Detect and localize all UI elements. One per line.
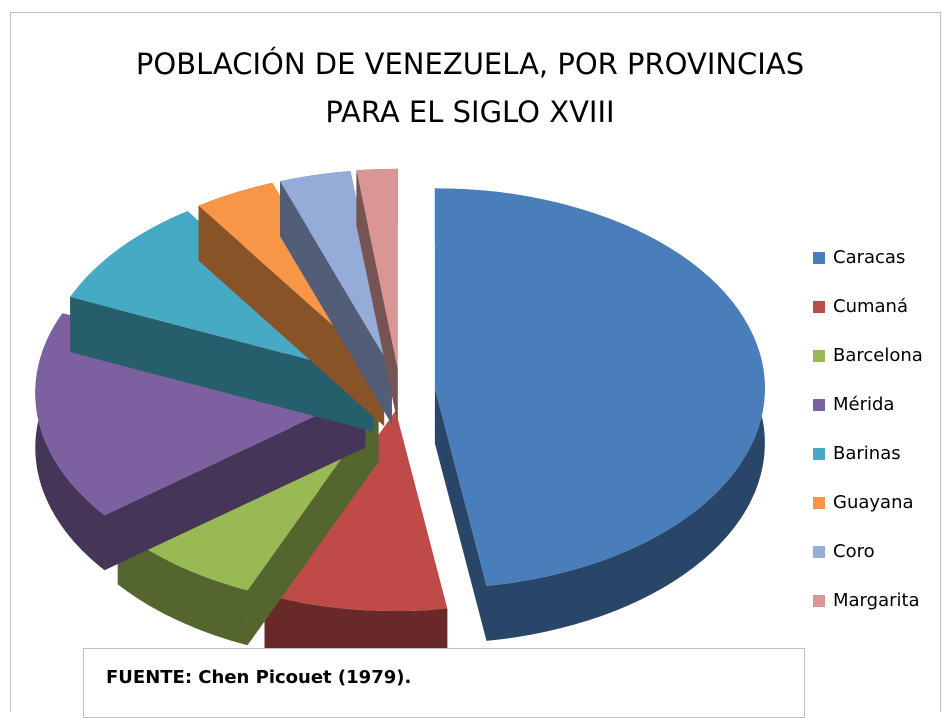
legend-label: Margarita (833, 590, 920, 611)
slice-wall (104, 392, 366, 571)
slice-top (280, 170, 392, 370)
legend-swatch (813, 546, 825, 558)
legend-swatch (813, 350, 825, 362)
pie-slice (434, 188, 765, 641)
legend-label: Barinas (833, 443, 901, 464)
legend-label: Cumaná (833, 296, 908, 317)
legend-swatch (813, 252, 825, 264)
source-note: FUENTE: Chen Picouet (1979). (83, 648, 805, 718)
legend-swatch (813, 399, 825, 411)
chart-frame (10, 12, 941, 712)
chart-title: POBLACIÓN DE VENEZUELA, POR PROVINCIAS P… (135, 47, 805, 129)
slice-top (264, 411, 448, 612)
legend-swatch (813, 497, 825, 509)
legend-label: Barcelona (833, 345, 923, 366)
slice-wall (434, 388, 487, 641)
slice-top (356, 168, 398, 369)
legend-swatch (813, 595, 825, 607)
legend-swatch (813, 301, 825, 313)
slice-side (117, 529, 248, 646)
slice-top (434, 188, 765, 586)
legend-label: Mérida (833, 394, 894, 415)
slice-wall (280, 181, 392, 425)
slice-wall (70, 297, 374, 432)
slice-wall (356, 170, 398, 424)
legend-label: Guayana (833, 492, 914, 513)
legend-swatch (813, 448, 825, 460)
pie-slice (280, 170, 392, 425)
pie-slice (356, 168, 398, 424)
legend-label: Caracas (833, 247, 905, 268)
slice-wall (198, 205, 385, 427)
legend-label: Coro (833, 541, 875, 562)
